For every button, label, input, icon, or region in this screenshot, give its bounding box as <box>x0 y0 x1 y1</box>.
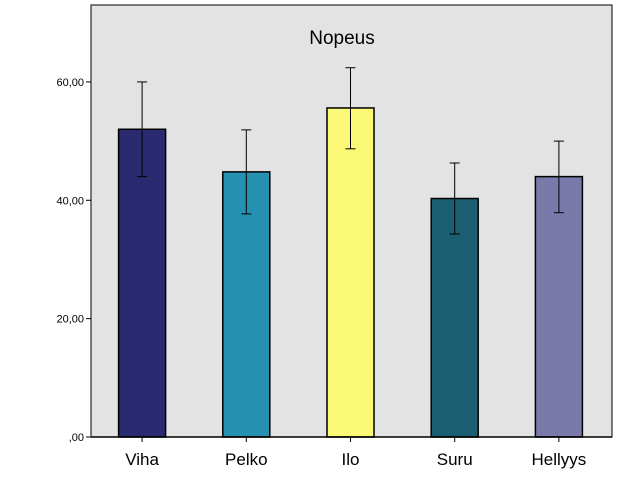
x-axis: Viha Pelko Ilo Suru Hellyys <box>91 436 612 469</box>
bar-suru <box>430 197 479 438</box>
y-tick-label: ,00 <box>69 432 84 444</box>
y-tick-label: 40,00 <box>56 195 84 207</box>
bar-hellyys <box>534 175 584 438</box>
x-tick-label: Suru <box>437 450 473 469</box>
y-tick-label: 20,00 <box>56 314 84 326</box>
error-bars <box>137 67 564 235</box>
chart-title: Nopeus <box>309 28 375 49</box>
x-tick-label: Ilo <box>342 450 360 469</box>
bar-ilo <box>326 107 375 438</box>
y-axis: ,00 20,00 40,00 60,00 <box>56 77 91 444</box>
x-tick-label: Pelko <box>225 450 268 469</box>
y-tick-label: 60,00 <box>56 77 84 89</box>
x-tick-label: Hellyys <box>532 450 587 469</box>
x-tick-label: Viha <box>125 450 159 469</box>
